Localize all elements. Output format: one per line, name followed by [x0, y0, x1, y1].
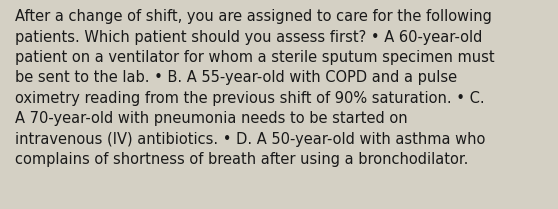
Text: After a change of shift, you are assigned to care for the following
patients. Wh: After a change of shift, you are assigne…	[16, 9, 495, 167]
